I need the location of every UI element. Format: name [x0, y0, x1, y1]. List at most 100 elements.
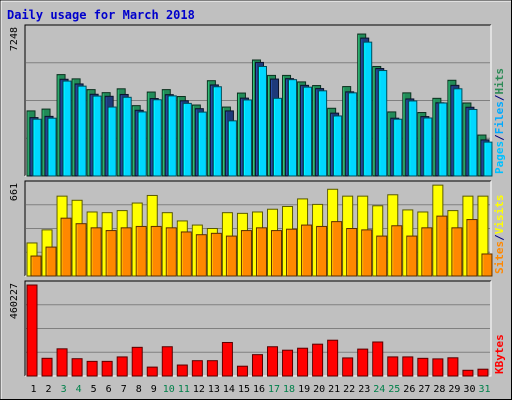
bar-sites-day-21 [331, 221, 343, 277]
bar-sites-day-24 [376, 235, 388, 277]
bar-pages-day-22 [348, 92, 358, 177]
bar-sites-day-17 [271, 230, 283, 277]
bar-sites-day-9 [150, 225, 162, 277]
x-tick-label-day-25: 25 [388, 384, 400, 395]
x-tick-label-day-12: 12 [193, 384, 205, 395]
bar-pages-day-18 [288, 79, 298, 177]
x-tick-label-day-27: 27 [418, 384, 430, 395]
x-tick-label-day-22: 22 [343, 384, 355, 395]
bar-sites-day-10 [165, 227, 177, 277]
bar-kbytes-day-13 [206, 360, 218, 377]
bar-pages-day-15 [242, 99, 252, 177]
legend-entry: Pages [493, 141, 506, 174]
bar-kbytes-day-2 [41, 357, 53, 377]
bar-sites-day-26 [406, 235, 418, 277]
bar-pages-day-3 [62, 80, 72, 177]
bar-sites-day-1 [30, 255, 42, 277]
bar-kbytes-day-26 [402, 356, 414, 377]
x-tick-label-day-14: 14 [223, 384, 235, 395]
legend-kbytes: KBytes [493, 334, 506, 374]
bar-kbytes-day-16 [251, 354, 263, 377]
x-tick-label-day-23: 23 [358, 384, 370, 395]
x-tick-label-day-24: 24 [373, 384, 385, 395]
bar-pages-day-25 [393, 118, 403, 177]
bar-sites-day-20 [316, 225, 328, 277]
bar-sites-day-14 [225, 235, 237, 277]
bar-sites-day-12 [195, 234, 207, 277]
bar-kbytes-day-29 [447, 357, 459, 377]
legend-entry: / [493, 94, 506, 101]
x-tick-label-day-8: 8 [136, 384, 142, 395]
bar-pages-day-20 [318, 90, 328, 177]
legend-entry: / [493, 234, 506, 241]
x-tick-label-day-19: 19 [298, 384, 310, 395]
x-tick-label-day-15: 15 [238, 384, 250, 395]
bar-kbytes-day-9 [146, 366, 158, 377]
bar-kbytes-day-14 [221, 341, 233, 377]
legend-entry: Sites [493, 241, 506, 274]
bar-kbytes-day-21 [327, 339, 339, 377]
x-tick-label-day-26: 26 [403, 384, 415, 395]
x-tick-label-day-9: 9 [151, 384, 157, 395]
panel-kbytes: 460227 KBytes [9, 280, 506, 377]
bar-pages-day-14 [227, 120, 237, 177]
x-tick-label-day-13: 13 [208, 384, 220, 395]
legend-entry: Hits [493, 68, 506, 95]
bar-sites-day-30 [466, 219, 478, 277]
bar-kbytes-day-17 [267, 346, 279, 377]
chart-title: Daily usage for March 2018 [7, 8, 195, 22]
bar-sites-day-11 [180, 231, 192, 277]
bar-pages-day-12 [197, 111, 207, 177]
x-tick-label-day-31: 31 [478, 384, 490, 395]
bar-sites-day-13 [210, 232, 222, 277]
bar-sites-day-7 [120, 227, 132, 277]
bar-pages-day-13 [212, 86, 222, 177]
x-tick-label-day-2: 2 [46, 384, 52, 395]
bar-sites-day-2 [45, 246, 57, 277]
bar-pages-day-23 [363, 41, 373, 177]
legend-entry: Files [493, 101, 506, 134]
bar-pages-day-28 [438, 102, 448, 177]
x-tick-label-day-16: 16 [253, 384, 265, 395]
bar-kbytes-day-20 [312, 343, 324, 377]
bar-pages-day-19 [303, 86, 313, 177]
bar-kbytes-day-10 [161, 346, 173, 377]
legend-entry: Visits [493, 195, 506, 235]
bar-sites-day-18 [286, 228, 298, 277]
chart-panels: 7248Pages/Files/Hits661Sites/Visits46022… [9, 24, 506, 377]
series-kbytes [26, 284, 489, 377]
series-sites [30, 215, 493, 277]
bar-sites-day-8 [135, 225, 147, 277]
bar-pages-day-27 [423, 117, 433, 177]
bar-sites-day-28 [436, 215, 448, 277]
bar-sites-day-6 [105, 230, 117, 277]
bar-pages-day-24 [378, 70, 388, 177]
bar-pages-day-5 [92, 95, 102, 177]
x-tick-label-day-20: 20 [313, 384, 325, 395]
plot-frame-shadow [24, 24, 491, 176]
bar-pages-day-1 [32, 118, 42, 177]
bar-kbytes-day-27 [417, 357, 429, 377]
y-max-label: 7248 [9, 27, 20, 51]
bar-kbytes-day-19 [297, 347, 309, 377]
bar-pages-day-2 [47, 117, 57, 177]
bar-kbytes-day-7 [116, 356, 128, 377]
bar-pages-day-26 [408, 100, 418, 177]
x-tick-label-day-18: 18 [283, 384, 295, 395]
bar-kbytes-day-3 [56, 348, 68, 377]
x-tick-label-day-11: 11 [178, 384, 190, 395]
bar-kbytes-day-1 [26, 284, 38, 377]
x-tick-label-day-28: 28 [433, 384, 445, 395]
series-pages [32, 41, 493, 177]
bar-sites-day-3 [60, 217, 72, 277]
bar-kbytes-day-28 [432, 358, 444, 377]
bar-kbytes-day-8 [131, 346, 143, 377]
panel-visits-sites: 661 Sites/Visits [9, 180, 506, 277]
x-tick-label-day-30: 30 [463, 384, 475, 395]
bar-sites-day-23 [361, 229, 373, 277]
x-tick-label-day-1: 1 [31, 384, 37, 395]
bar-pages-day-11 [182, 102, 192, 177]
y-max-label: 460227 [9, 283, 20, 319]
